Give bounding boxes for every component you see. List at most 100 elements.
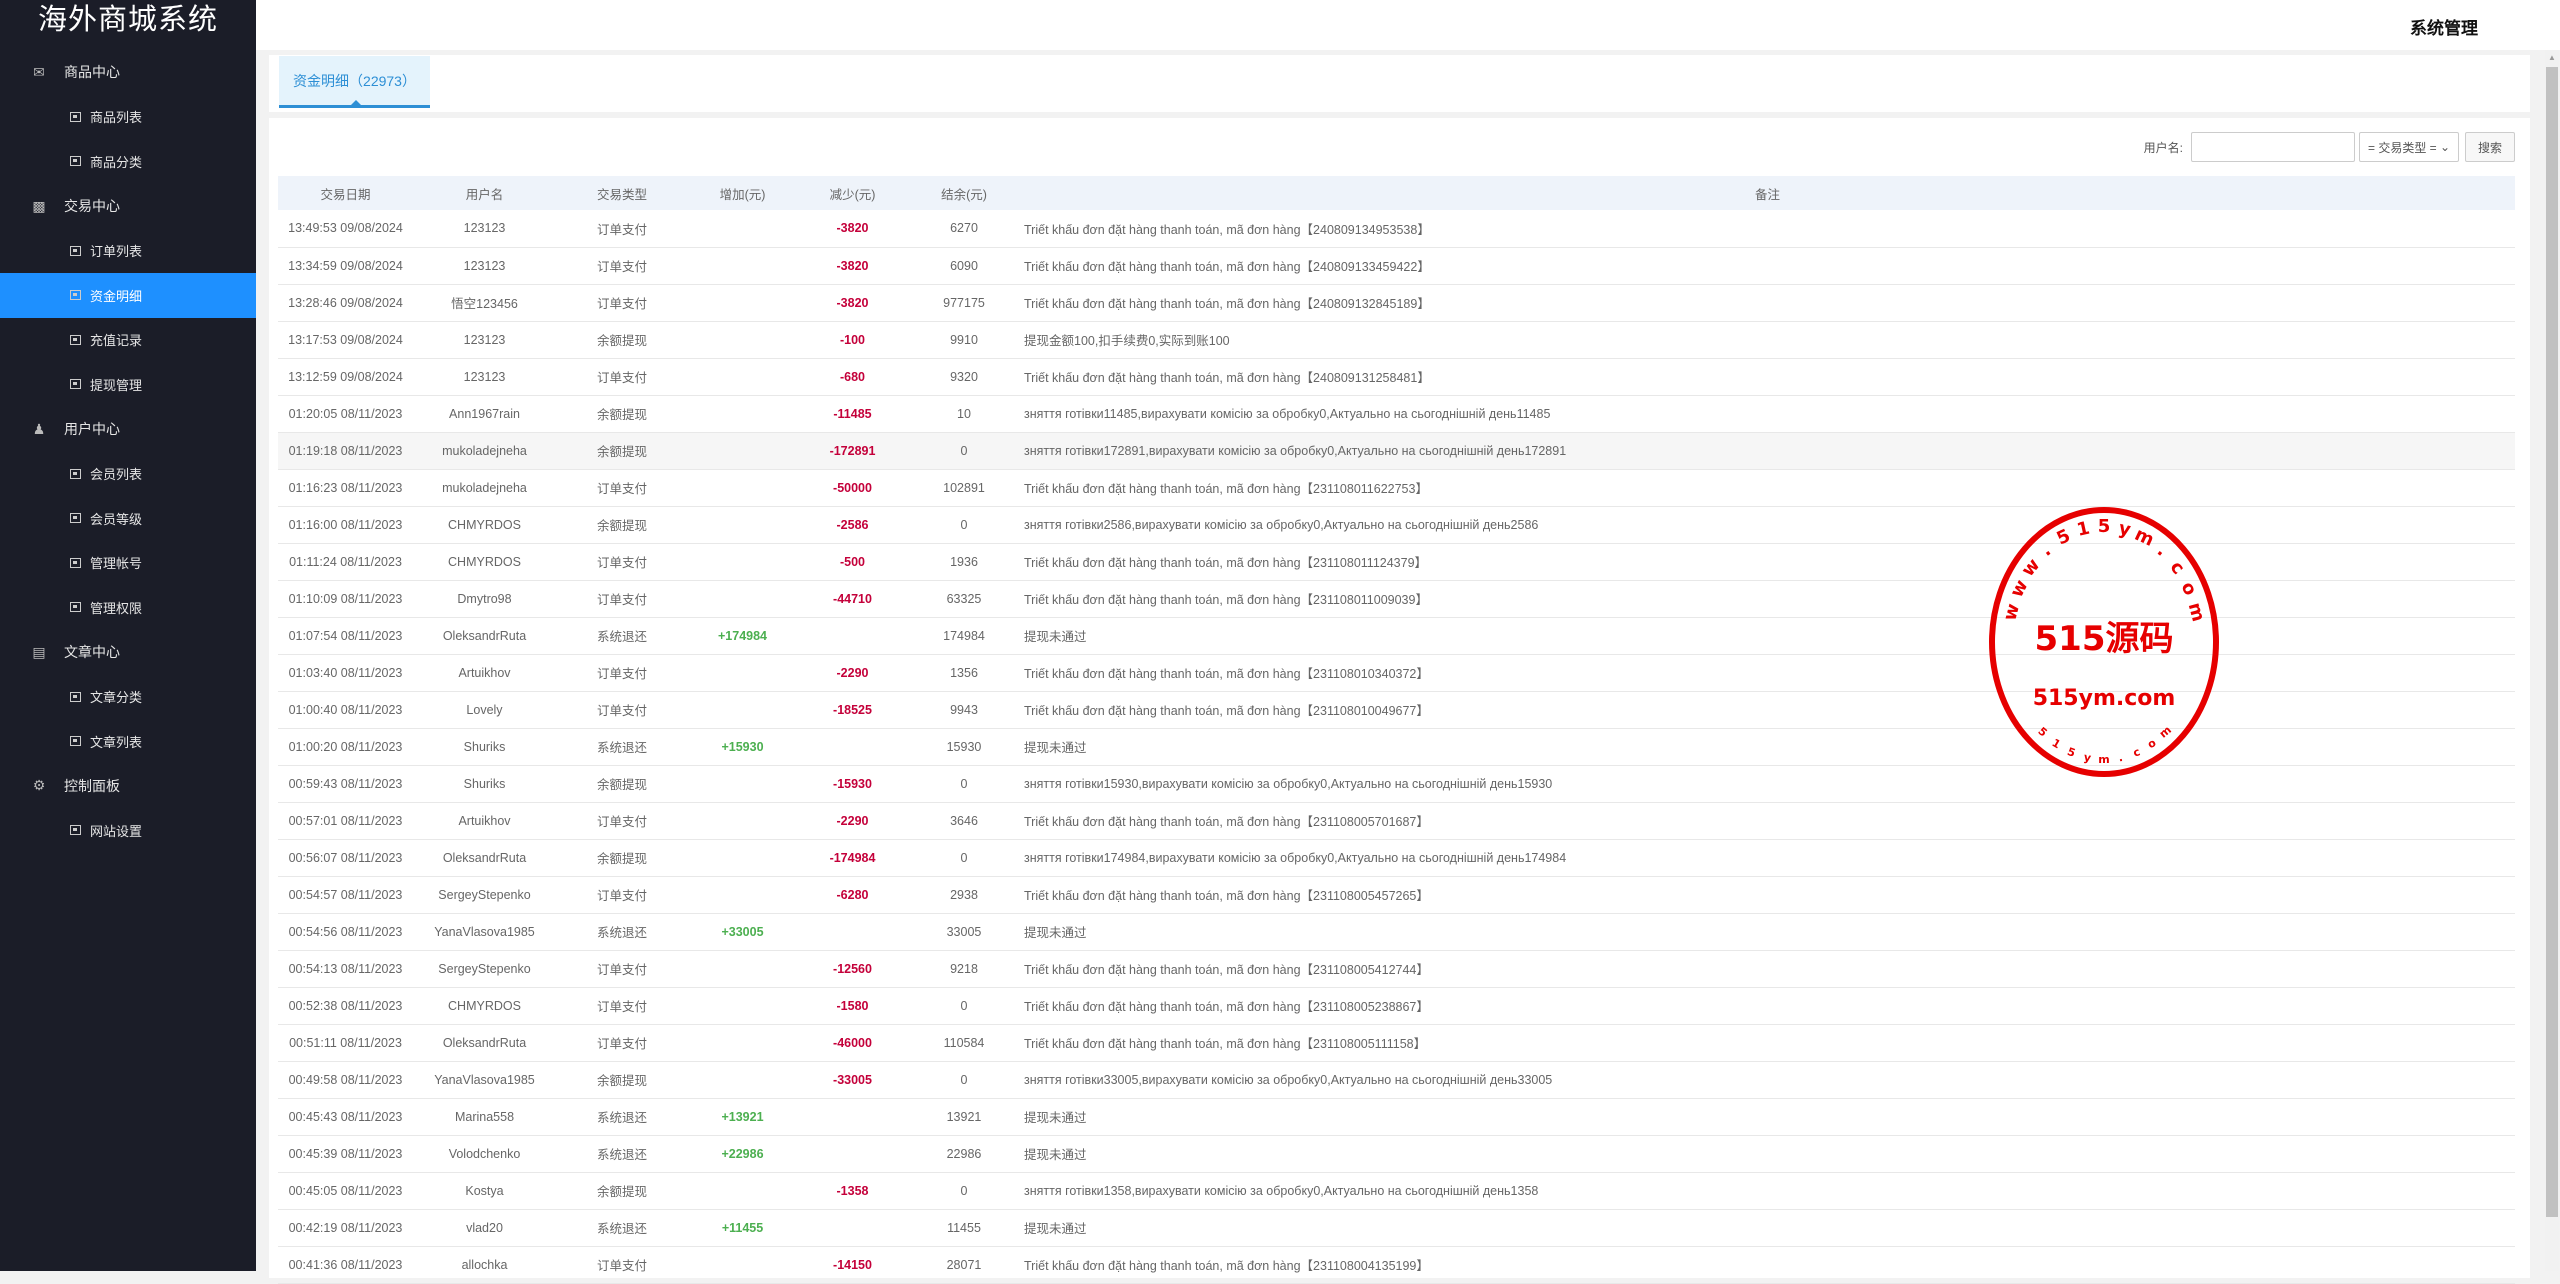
increase-cell: +174984 — [688, 617, 797, 655]
sidebar-item-2-0[interactable]: 会员列表 — [0, 451, 256, 496]
table-row[interactable]: 13:28:46 09/08/2024 悟空123456 订单支付 -3820 9771… — [278, 284, 2515, 322]
table-row[interactable]: 01:11:24 08/11/2023 CHMYRDOS 订单支付 -500 1936 T… — [278, 543, 2515, 581]
table-row[interactable]: 00:45:43 08/11/2023 Marina558 系统退还 +13921 13… — [278, 1098, 2515, 1136]
increase-cell: +11455 — [688, 1209, 797, 1247]
sidebar-item-1-2[interactable]: 充值记录 — [0, 318, 256, 363]
type-cell: 余额提现 — [556, 432, 688, 470]
sidebar-item-2-3[interactable]: 管理权限 — [0, 585, 256, 630]
sidebar-group-label: 用户中心 — [64, 421, 120, 438]
scroll-up-arrow-icon[interactable]: ▲ — [2548, 53, 2556, 62]
decrease-cell: -14150 — [797, 1246, 908, 1284]
date-cell: 01:16:00 08/11/2023 — [278, 506, 413, 544]
date-cell: 00:45:43 08/11/2023 — [278, 1098, 413, 1136]
type-cell: 订单支付 — [556, 247, 688, 285]
image-icon — [70, 379, 81, 390]
balance-cell: 102891 — [908, 469, 1020, 507]
sidebar-item-0-1[interactable]: 商品分类 — [0, 139, 256, 184]
table-row[interactable]: 00:52:38 08/11/2023 CHMYRDOS 订单支付 -1580 0 Tri… — [278, 987, 2515, 1025]
decrease-cell: -2586 — [797, 506, 908, 544]
type-cell: 订单支付 — [556, 1246, 688, 1284]
note-cell: Triết khấu đơn đặt hàng thanh toán, mã đ… — [1020, 802, 2515, 840]
sidebar-item-4-0[interactable]: 网站设置 — [0, 808, 256, 853]
username-input[interactable] — [2191, 132, 2355, 162]
table-row[interactable]: 00:56:07 08/11/2023 OleksandrRuta 余额提现 -174… — [278, 839, 2515, 877]
system-management-link[interactable]: 系统管理 — [2410, 19, 2478, 38]
sidebar-group-3[interactable]: ▤ 文章中心 — [0, 630, 256, 675]
table-row[interactable]: 01:16:00 08/11/2023 CHMYRDOS 余额提现 -2586 0 зня… — [278, 506, 2515, 544]
table-row[interactable]: 00:51:11 08/11/2023 OleksandrRuta 订单支付 -460… — [278, 1024, 2515, 1062]
transaction-type-select[interactable]: = 交易类型 = ⌄ — [2359, 132, 2459, 162]
table-row[interactable]: 13:49:53 09/08/2024 123123 订单支付 -3820 6270 Tr… — [278, 210, 2515, 248]
fund-details-table: 交易日期 用户名 交易类型 增加(元) 减少(元) 结余(元) 备注 13:49:53 09… — [278, 176, 2515, 1284]
table-row[interactable]: 13:34:59 09/08/2024 123123 订单支付 -3820 6090 Tr… — [278, 247, 2515, 285]
sidebar-item-3-1[interactable]: 文章列表 — [0, 719, 256, 764]
page-scrollbar[interactable]: ▲ — [2545, 50, 2559, 1271]
type-cell: 订单支付 — [556, 987, 688, 1025]
note-cell: Triết khấu đơn đặt hàng thanh toán, mã đ… — [1020, 580, 2515, 618]
type-cell: 订单支付 — [556, 284, 688, 322]
sidebar-item-1-3[interactable]: 提现管理 — [0, 362, 256, 407]
sidebar-item-2-2[interactable]: 管理帐号 — [0, 541, 256, 586]
sidebar-group-2[interactable]: ♟ 用户中心 — [0, 407, 256, 452]
table-row[interactable]: 13:12:59 09/08/2024 123123 订单支付 -680 9320 Tri… — [278, 358, 2515, 396]
balance-cell: 33005 — [908, 913, 1020, 951]
decrease-cell: -12560 — [797, 950, 908, 988]
table-row[interactable]: 01:03:40 08/11/2023 Artuikhov 订单支付 -2290 135… — [278, 654, 2515, 692]
date-cell: 01:16:23 08/11/2023 — [278, 469, 413, 507]
scrollbar-thumb[interactable] — [2546, 67, 2558, 1217]
sidebar-group-4[interactable]: ⚙ 控制面板 — [0, 764, 256, 809]
table-row[interactable]: 00:57:01 08/11/2023 Artuikhov 订单支付 -2290 364… — [278, 802, 2515, 840]
balance-cell: 22986 — [908, 1135, 1020, 1173]
table-row[interactable]: 00:45:05 08/11/2023 Kostya 余额提现 -1358 0 знятт… — [278, 1172, 2515, 1210]
sidebar-item-2-1[interactable]: 会员等级 — [0, 496, 256, 541]
date-cell: 00:59:43 08/11/2023 — [278, 765, 413, 803]
image-icon — [70, 468, 81, 479]
type-cell: 订单支付 — [556, 358, 688, 396]
table-row[interactable]: 01:07:54 08/11/2023 OleksandrRuta 系统退还 +174… — [278, 617, 2515, 655]
balance-cell: 1936 — [908, 543, 1020, 581]
column-header: 备注 — [1020, 176, 2515, 210]
increase-cell — [688, 358, 797, 396]
table-row[interactable]: 01:10:09 08/11/2023 Dmytro98 订单支付 -44710 633… — [278, 580, 2515, 618]
increase-cell — [688, 284, 797, 322]
table-row[interactable]: 01:19:18 08/11/2023 mukoladejneha 余额提现 -172… — [278, 432, 2515, 470]
balance-cell: 9218 — [908, 950, 1020, 988]
decrease-cell: -15930 — [797, 765, 908, 803]
table-row[interactable]: 01:20:05 08/11/2023 Ann1967rain 余额提现 -11485… — [278, 395, 2515, 433]
table-row[interactable]: 00:54:56 08/11/2023 YanaVlasova1985 系统退还 +3… — [278, 913, 2515, 951]
sidebar-group-label: 商品中心 — [64, 64, 120, 81]
type-cell: 订单支付 — [556, 580, 688, 618]
table-row[interactable]: 00:42:19 08/11/2023 vlad20 系统退还 +11455 11455… — [278, 1209, 2515, 1247]
sidebar-item-1-0[interactable]: 订单列表 — [0, 228, 256, 273]
tab-fund-details[interactable]: 资金明细（22973） — [279, 56, 430, 108]
note-cell: 提现未通过 — [1020, 913, 2515, 951]
table-row[interactable]: 00:54:57 08/11/2023 SergeyStepenko 订单支付 -62… — [278, 876, 2515, 914]
username-cell: 123123 — [413, 358, 556, 396]
table-row[interactable]: 01:00:20 08/11/2023 Shuriks 系统退还 +15930 1593… — [278, 728, 2515, 766]
search-button[interactable]: 搜索 — [2465, 132, 2515, 162]
username-cell: CHMYRDOS — [413, 506, 556, 544]
balance-cell: 1356 — [908, 654, 1020, 692]
table-row[interactable]: 13:17:53 09/08/2024 123123 余额提现 -100 9910 提现金… — [278, 321, 2515, 359]
table-row[interactable]: 00:41:36 08/11/2023 allochka 订单支付 -14150 280… — [278, 1246, 2515, 1284]
table-body: 13:49:53 09/08/2024 123123 订单支付 -3820 6270 Tr… — [278, 210, 2515, 1284]
username-cell: CHMYRDOS — [413, 543, 556, 581]
table-row[interactable]: 00:59:43 08/11/2023 Shuriks 余额提现 -15930 0 зня… — [278, 765, 2515, 803]
sidebar-item-3-0[interactable]: 文章分类 — [0, 674, 256, 719]
increase-cell — [688, 580, 797, 618]
date-cell: 01:00:40 08/11/2023 — [278, 691, 413, 729]
table-row[interactable]: 00:45:39 08/11/2023 Volodchenko 系统退还 +22986… — [278, 1135, 2515, 1173]
table-row[interactable]: 00:49:58 08/11/2023 YanaVlasova1985 余额提现 -3… — [278, 1061, 2515, 1099]
sidebar-group-1[interactable]: ▩ 交易中心 — [0, 184, 256, 229]
note-cell: Triết khấu đơn đặt hàng thanh toán, mã đ… — [1020, 1246, 2515, 1284]
sidebar-group-0[interactable]: ✉ 商品中心 — [0, 50, 256, 95]
image-icon — [70, 290, 81, 301]
sidebar-item-1-1[interactable]: 资金明细 — [0, 272, 256, 318]
increase-cell — [688, 543, 797, 581]
table-row[interactable]: 01:00:40 08/11/2023 Lovely 订单支付 -18525 9943 T… — [278, 691, 2515, 729]
table-row[interactable]: 00:54:13 08/11/2023 SergeyStepenko 订单支付 -12… — [278, 950, 2515, 988]
table-row[interactable]: 01:16:23 08/11/2023 mukoladejneha 订单支付 -500… — [278, 469, 2515, 507]
username-cell: 123123 — [413, 210, 556, 248]
sidebar-item-0-0[interactable]: 商品列表 — [0, 95, 256, 140]
balance-cell: 15930 — [908, 728, 1020, 766]
